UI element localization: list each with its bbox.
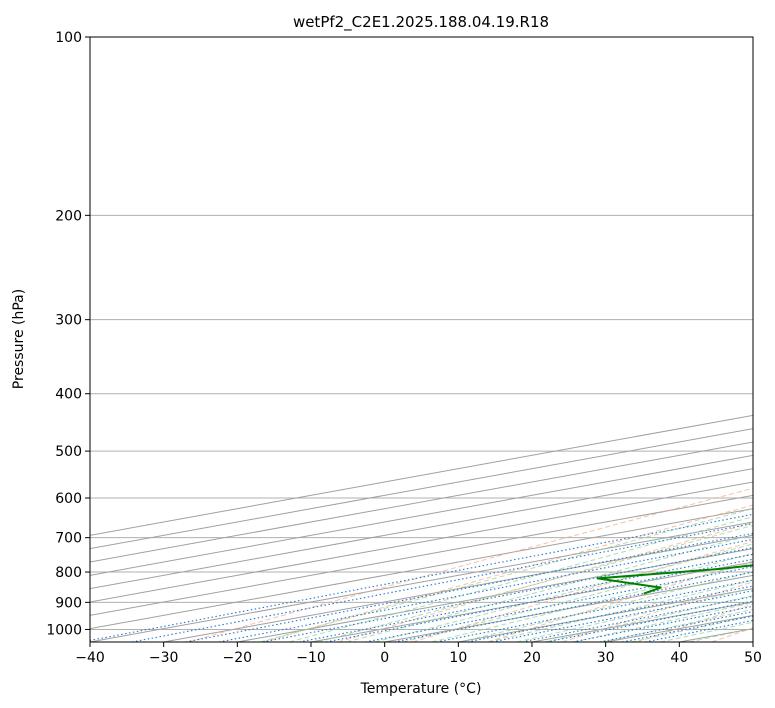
x-tick-label: 0 bbox=[380, 650, 389, 666]
moist-adiabat-line bbox=[402, 553, 753, 642]
moist-adiabat-line bbox=[374, 543, 753, 642]
mixing-ratio-line bbox=[599, 611, 753, 642]
y-axis-label: Pressure (hPa) bbox=[11, 289, 27, 389]
y-tick-label: 300 bbox=[55, 313, 82, 329]
y-tick-label: 200 bbox=[55, 208, 82, 224]
y-tick-label: 400 bbox=[55, 387, 82, 403]
dry-adiabat-line bbox=[338, 522, 753, 642]
y-tick-label: 800 bbox=[55, 565, 82, 581]
isotherm-line bbox=[90, 494, 753, 616]
y-tick-label: 500 bbox=[55, 444, 82, 460]
isotherm-line bbox=[90, 468, 753, 590]
mixing-ratio-line bbox=[131, 522, 753, 642]
dry-adiabat-line bbox=[263, 504, 753, 642]
isotherm-line bbox=[163, 534, 753, 642]
x-tick-label: −20 bbox=[223, 650, 253, 666]
isotherm-line bbox=[90, 454, 753, 576]
dry-adiabat-line bbox=[562, 581, 753, 642]
x-tick-label: 50 bbox=[744, 650, 762, 666]
isotherm-line bbox=[90, 441, 753, 563]
moist-adiabat-line bbox=[288, 516, 753, 642]
y-tick-label: 100 bbox=[55, 30, 82, 46]
mixing-ratio-line bbox=[572, 605, 753, 642]
mixing-ratio-line bbox=[546, 600, 753, 642]
axes: −40 −30 −20 −10 0 10 20 30 40 50 100 200 300 400 500 60… bbox=[46, 30, 762, 666]
isotherm-line bbox=[90, 428, 753, 550]
y-tick-label: 1000 bbox=[46, 622, 82, 638]
mixing-ratio-line bbox=[185, 532, 753, 642]
mixing-ratio-line bbox=[262, 546, 753, 642]
x-tick-label: 10 bbox=[449, 650, 467, 666]
x-tick-label: −10 bbox=[296, 650, 326, 666]
dry-adiabat-line bbox=[188, 487, 753, 642]
y-tick-label: 700 bbox=[55, 531, 82, 547]
x-tick-label: 20 bbox=[523, 650, 541, 666]
dry-adiabat-line bbox=[412, 540, 753, 642]
x-tick-label: 40 bbox=[670, 650, 688, 666]
x-tick-label: 30 bbox=[597, 650, 615, 666]
mixing-ratio-line bbox=[218, 538, 753, 642]
y-tick-label: 900 bbox=[55, 595, 82, 611]
x-tick-label: −30 bbox=[149, 650, 179, 666]
chart-title: wetPf2_C2E1.2025.188.04.19.R18 bbox=[293, 13, 549, 32]
isotherm-line bbox=[90, 481, 753, 603]
isotherm-line bbox=[90, 508, 753, 630]
moist-adiabat-line bbox=[487, 579, 753, 642]
mixing-ratio-line bbox=[521, 595, 753, 642]
isotherm-line bbox=[90, 521, 753, 642]
moist-adiabat-line bbox=[346, 534, 753, 642]
plot-background bbox=[90, 37, 753, 642]
x-axis-label: Temperature (°C) bbox=[360, 681, 482, 697]
x-tick-label: −40 bbox=[75, 650, 105, 666]
mixing-ratio-line bbox=[622, 615, 753, 642]
plot-frame bbox=[89, 36, 754, 643]
y-tick-label: 600 bbox=[55, 491, 82, 507]
